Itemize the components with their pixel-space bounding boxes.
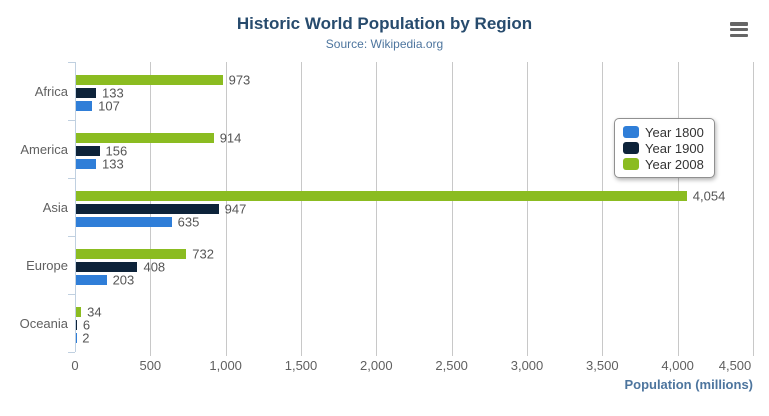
bar-value-label: 914 [219, 130, 242, 146]
category-axis-tick [68, 352, 75, 353]
value-tick-label: 1,000 [209, 358, 242, 373]
value-tick-label: 1,500 [284, 358, 318, 373]
legend-item-label: Year 1900 [645, 140, 704, 156]
category-row-europe: 732 408 203 [76, 236, 754, 294]
legend-swatch [623, 158, 639, 170]
legend-swatch [623, 142, 639, 154]
bar-value-label: 973 [228, 72, 251, 88]
bar-asia-year-1800[interactable] [76, 217, 172, 227]
legend: Year 1800 Year 1900 Year 2008 [614, 118, 715, 178]
value-tick-label: 2,000 [360, 358, 393, 373]
category-axis-tick [68, 294, 75, 295]
gridline [451, 62, 453, 356]
bar-america-year-1900[interactable] [76, 146, 100, 156]
bar-value-label: 947 [224, 201, 247, 217]
bar-america-year-2008[interactable] [76, 133, 214, 143]
bar-america-year-1800[interactable] [76, 159, 97, 169]
context-menu-button[interactable] [730, 22, 748, 37]
bar-europe-year-1900[interactable] [76, 262, 138, 272]
bar-oceania-year-2008[interactable] [76, 307, 82, 317]
bar-value-label: 156 [105, 143, 128, 159]
value-tick-label: 500 [139, 358, 162, 373]
gridline [602, 62, 604, 356]
bar-africa-year-1800[interactable] [76, 101, 93, 111]
bar-value-label: 732 [192, 246, 214, 262]
gridline [753, 62, 754, 356]
legend-item-label: Year 1800 [645, 124, 704, 140]
plot-area: 973 133 107 914 156 133 4,054 947 635 732 408 203 34… [68, 62, 754, 356]
legend-swatch [623, 126, 639, 138]
gridline [376, 62, 378, 356]
value-tick-label: 4,000 [661, 358, 694, 373]
bar-value-label: 203 [112, 272, 135, 288]
bar-value-label: 6 [82, 317, 91, 333]
bar-asia-year-2008[interactable] [76, 191, 687, 201]
bar-value-label: 34 [87, 304, 102, 320]
bar-value-label: 4,054 [692, 188, 726, 204]
category-label-america: America [20, 141, 68, 157]
category-axis-tick [68, 178, 75, 179]
gridline [225, 62, 227, 356]
category-label-africa: Africa [34, 83, 68, 99]
value-tick-label: 3,000 [510, 358, 544, 373]
legend-item-label: Year 2008 [645, 156, 704, 172]
bar-value-label: 107 [98, 98, 120, 114]
value-tick-label: 0 [71, 358, 79, 373]
bar-europe-year-1800[interactable] [76, 275, 107, 285]
category-label-europe: Europe [26, 257, 68, 273]
bar-europe-year-2008[interactable] [76, 249, 187, 259]
category-row-africa: 973 133 107 [76, 62, 754, 120]
legend-item-year-1800[interactable]: Year 1800 [623, 124, 704, 140]
value-tick-label: 4,500 [718, 358, 752, 373]
category-label-asia: Asia [42, 199, 68, 215]
hamburger-icon [730, 33, 748, 37]
gridline [301, 62, 302, 356]
bar-value-label: 2 [82, 330, 90, 346]
bar-value-label: 133 [102, 156, 124, 172]
category-axis-line [75, 62, 76, 352]
value-axis-title: Population (millions) [624, 377, 753, 392]
legend-item-year-1900[interactable]: Year 1900 [623, 140, 704, 156]
value-tick-label: 3,500 [586, 358, 619, 373]
category-row-asia: 4,054 947 635 [76, 178, 754, 236]
bar-asia-year-1900[interactable] [76, 204, 219, 214]
gridline [677, 62, 679, 356]
bar-value-label: 408 [143, 259, 166, 275]
bar-africa-year-2008[interactable] [76, 75, 223, 85]
category-row-oceania: 34 6 2 [76, 294, 754, 352]
hamburger-icon [730, 22, 748, 26]
chart-title: Historic World Population by Region [236, 14, 533, 33]
category-row-america: 914 156 133 [76, 120, 754, 178]
bar-oceania-year-1900[interactable] [76, 320, 77, 330]
category-axis-tick [68, 236, 75, 237]
gridline [527, 62, 528, 356]
bar-value-label: 133 [102, 85, 124, 101]
chart-subtitle: Source: Wikipedia.org [325, 37, 444, 51]
category-axis-tick [68, 62, 75, 63]
bar-value-label: 635 [177, 214, 200, 230]
legend-item-year-2008[interactable]: Year 2008 [623, 156, 704, 172]
bar-africa-year-1900[interactable] [76, 88, 97, 98]
category-axis-tick [68, 120, 75, 121]
value-tick-label: 2,500 [435, 358, 468, 373]
category-label-oceania: Oceania [19, 315, 68, 331]
hamburger-icon [730, 27, 748, 32]
